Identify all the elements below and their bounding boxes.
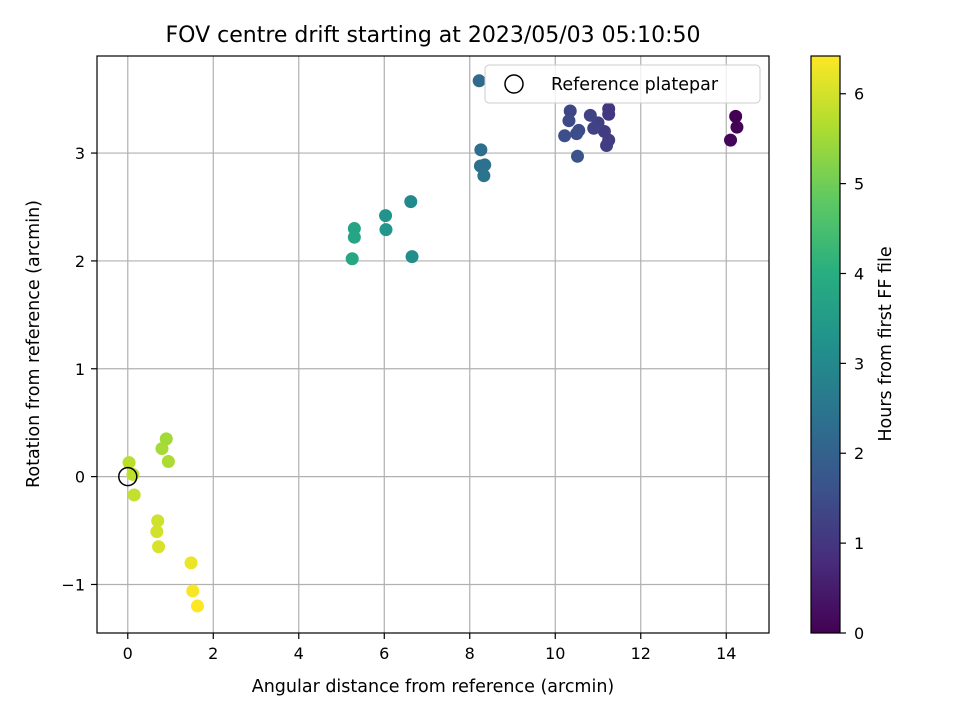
x-tick-label: 12 <box>631 644 651 663</box>
data-point <box>477 169 491 183</box>
chart-title: FOV centre drift starting at 2023/05/03 … <box>166 23 701 48</box>
colorbar-tick-label: 2 <box>854 444 864 463</box>
data-point <box>347 230 361 244</box>
colorbar-tick-label: 3 <box>854 354 864 373</box>
y-axis-ticks: −1 0 1 2 3 <box>61 144 97 594</box>
colorbar-tick-label: 6 <box>854 85 864 104</box>
data-point <box>122 456 136 470</box>
x-tick-label: 8 <box>465 644 475 663</box>
data-point <box>587 121 601 135</box>
data-point <box>379 223 393 237</box>
plot-frame <box>96 55 770 634</box>
colorbar-ticks: 0 1 2 3 4 5 6 <box>840 85 864 643</box>
data-point <box>730 120 744 134</box>
data-point <box>729 109 743 123</box>
x-axis-label: Angular distance from reference (arcmin) <box>252 677 615 697</box>
data-point <box>570 149 584 163</box>
data-point <box>405 250 419 264</box>
colorbar: 0 1 2 3 4 5 6 Hours from first FF file <box>810 55 896 643</box>
x-tick-label: 6 <box>379 644 389 663</box>
colorbar-label: Hours from first FF file <box>876 246 896 441</box>
data-point <box>190 599 204 613</box>
legend-label-reference: Reference platepar <box>551 75 719 95</box>
data-point <box>155 442 169 456</box>
data-point <box>161 455 175 469</box>
x-axis-ticks: 0 2 4 6 8 10 12 14 <box>123 633 736 663</box>
x-tick-label: 4 <box>294 644 304 663</box>
data-point <box>152 540 166 554</box>
colorbar-tick-label: 0 <box>854 624 864 643</box>
data-point <box>472 74 486 88</box>
data-point <box>404 195 418 209</box>
data-point <box>151 514 165 528</box>
legend-marker-reference <box>504 74 524 94</box>
colorbar-tick-label: 1 <box>854 534 864 553</box>
data-point <box>186 584 200 598</box>
y-tick-label: 3 <box>75 144 85 163</box>
data-point <box>150 525 164 539</box>
data-point <box>563 104 577 118</box>
data-point <box>345 252 359 266</box>
data-point <box>602 107 616 121</box>
colorbar-tick-label: 5 <box>854 175 864 194</box>
legend-box <box>484 64 761 104</box>
grid <box>97 56 769 633</box>
y-tick-label: −1 <box>61 575 85 594</box>
data-point <box>558 129 572 143</box>
y-tick-label: 2 <box>75 252 85 271</box>
data-point <box>562 114 576 128</box>
data-point <box>724 133 738 147</box>
y-axis-label: Rotation from reference (arcmin) <box>24 200 44 488</box>
colorbar-tick-label: 4 <box>854 264 864 283</box>
x-tick-label: 14 <box>716 644 736 663</box>
x-tick-label: 0 <box>123 644 133 663</box>
data-points <box>122 74 744 613</box>
data-point <box>570 127 584 141</box>
data-point <box>583 108 597 122</box>
reference-platepar-marker <box>118 466 138 487</box>
x-tick-label: 10 <box>545 644 565 663</box>
data-point <box>600 139 614 153</box>
x-tick-label: 2 <box>208 644 218 663</box>
colorbar-frame <box>810 55 841 634</box>
data-point <box>159 432 173 446</box>
y-tick-label: 1 <box>75 360 85 379</box>
data-point <box>127 488 141 502</box>
legend: Reference platepar <box>484 64 761 104</box>
data-point <box>478 158 492 172</box>
data-point <box>184 556 198 570</box>
colorbar-gradient <box>811 56 840 633</box>
data-point <box>379 209 393 223</box>
data-point <box>474 143 488 157</box>
y-tick-label: 0 <box>75 468 85 487</box>
